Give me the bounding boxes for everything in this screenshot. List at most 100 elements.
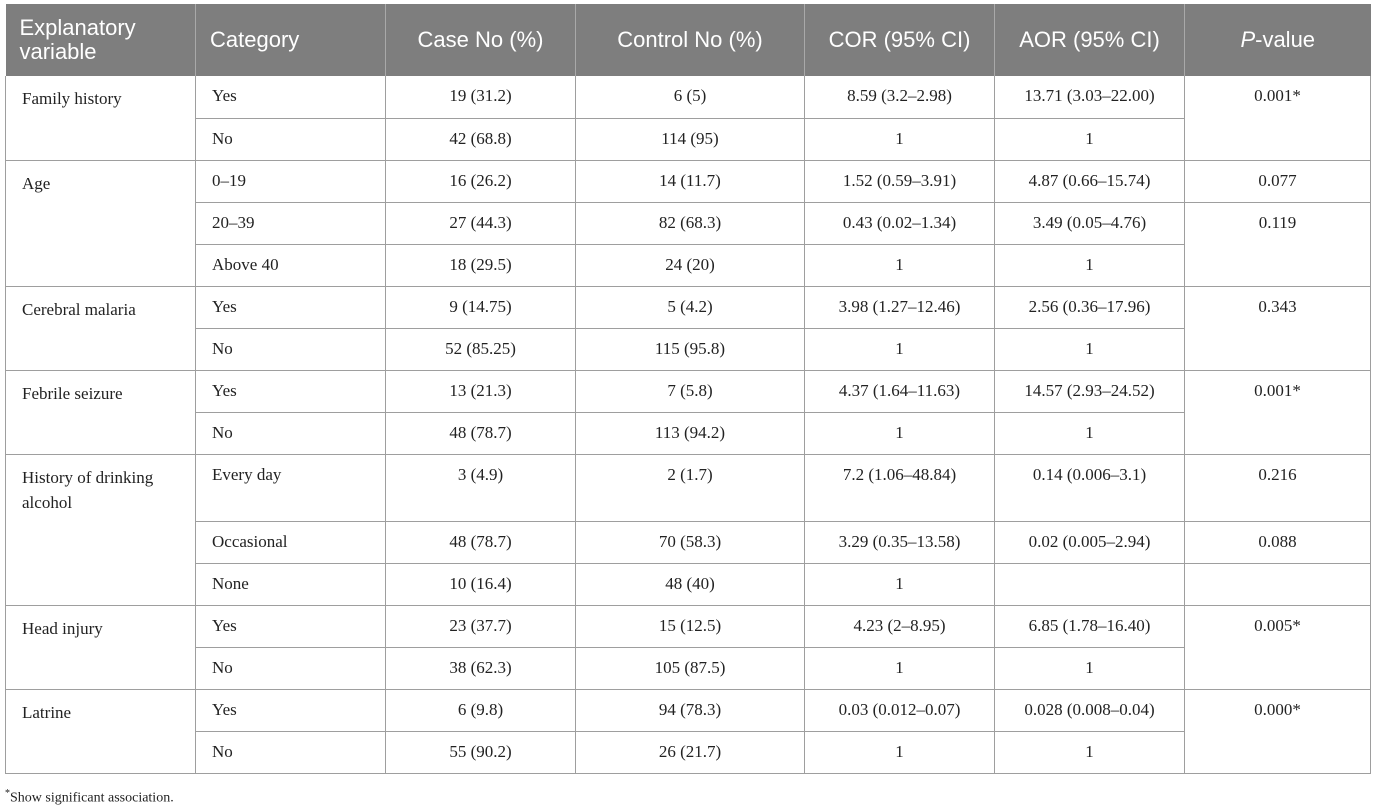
cell-aor: 1 — [994, 412, 1185, 455]
cell-case: 16 (26.2) — [385, 160, 576, 203]
cell-cor: 8.59 (3.2–2.98) — [804, 76, 995, 119]
cell-case: 55 (90.2) — [385, 731, 576, 774]
cell-aor: 13.71 (3.03–22.00) — [994, 76, 1185, 119]
cell-p-value — [1184, 118, 1371, 161]
cell-case: 9 (14.75) — [385, 286, 576, 329]
cell-category: Above 40 — [195, 244, 386, 287]
table-row: No 48 (78.7) 113 (94.2) 1 1 — [6, 412, 1371, 455]
cell-p-value — [1184, 731, 1371, 774]
cell-control: 26 (21.7) — [575, 731, 805, 774]
table-row: None 10 (16.4) 48 (40) 1 — [6, 563, 1371, 606]
cell-cor: 1.52 (0.59–3.91) — [804, 160, 995, 203]
cell-case: 48 (78.7) — [385, 521, 576, 564]
cell-control: 115 (95.8) — [575, 328, 805, 371]
cell-cor: 1 — [804, 563, 995, 606]
cell-control: 114 (95) — [575, 118, 805, 161]
header-explanatory-variable: Explanatory variable — [5, 4, 196, 76]
cell-control: 105 (87.5) — [575, 647, 805, 690]
cell-case: 10 (16.4) — [385, 563, 576, 606]
cell-p-value: 0.216 — [1184, 454, 1371, 522]
cell-cor: 0.43 (0.02–1.34) — [804, 202, 995, 245]
cell-category: No — [195, 328, 386, 371]
cell-category: No — [195, 731, 386, 774]
cell-case: 42 (68.8) — [385, 118, 576, 161]
cell-variable: Head injury — [5, 605, 196, 690]
header-cor: COR (95% CI) — [804, 4, 995, 76]
cell-case: 38 (62.3) — [385, 647, 576, 690]
table-row: Above 40 18 (29.5) 24 (20) 1 1 — [6, 244, 1371, 287]
cell-cor: 7.2 (1.06–48.84) — [804, 454, 995, 522]
cell-case: 13 (21.3) — [385, 370, 576, 413]
table-row: No 42 (68.8) 114 (95) 1 1 — [6, 118, 1371, 161]
header-p-rest: -value — [1255, 27, 1316, 52]
cell-case: 19 (31.2) — [385, 76, 576, 119]
cell-case: 6 (9.8) — [385, 689, 576, 732]
table-row: Occasional 48 (78.7) 70 (58.3) 3.29 (0.35–1… — [6, 521, 1371, 564]
cell-category: No — [195, 412, 386, 455]
cell-category: Yes — [195, 76, 386, 119]
cell-variable: History of drinking alcohol — [5, 454, 196, 606]
cell-aor: 1 — [994, 244, 1185, 287]
header-aor: AOR (95% CI) — [994, 4, 1185, 76]
cell-case: 27 (44.3) — [385, 202, 576, 245]
table-row: History of drinking alcohol Every day 3 (4… — [5, 454, 1371, 606]
cell-category: 20–39 — [195, 202, 386, 245]
cell-cor: 0.03 (0.012–0.07) — [804, 689, 995, 732]
cell-aor: 0.02 (0.005–2.94) — [994, 521, 1185, 564]
table-row: No 52 (85.25) 115 (95.8) 1 1 — [6, 328, 1371, 371]
cell-variable: Family history — [5, 76, 196, 161]
header-control: Control No (%) — [575, 4, 805, 76]
cell-case: 3 (4.9) — [385, 454, 576, 522]
cell-control: 94 (78.3) — [575, 689, 805, 732]
table-row: Age 0–19 16 (26.2) 14 (11.7) 1.52 (0.59–3.91… — [5, 160, 1371, 287]
cell-category: Yes — [195, 370, 386, 413]
cell-category: No — [195, 118, 386, 161]
table-row: No 38 (62.3) 105 (87.5) 1 1 — [6, 647, 1371, 690]
table-row: Cerebral malaria Yes 9 (14.75) 5 (4.2) 3.98 … — [5, 286, 1371, 371]
cell-category: Occasional — [195, 521, 386, 564]
cell-variable: Latrine — [5, 689, 196, 774]
header-p-italic: P — [1240, 27, 1256, 52]
cell-case: 52 (85.25) — [385, 328, 576, 371]
cell-case: 48 (78.7) — [385, 412, 576, 455]
cell-aor: 4.87 (0.66–15.74) — [994, 160, 1185, 203]
table-row: Febrile seizure Yes 13 (21.3) 7 (5.8) 4.37 (… — [5, 370, 1371, 455]
footnote-text: Show significant association. — [10, 790, 174, 806]
table-row: Family history Yes 19 (31.2) 6 (5) 8.59 (3.2… — [5, 76, 1371, 161]
cell-aor: 0.028 (0.008–0.04) — [994, 689, 1185, 732]
cell-cor: 1 — [804, 244, 995, 287]
cell-aor: 2.56 (0.36–17.96) — [994, 286, 1185, 329]
cell-cor: 3.29 (0.35–13.58) — [804, 521, 995, 564]
cell-category: No — [195, 647, 386, 690]
cell-p-value: 0.001* — [1184, 370, 1371, 412]
results-table: Explanatory variable Category Case No (%… — [5, 4, 1371, 774]
cell-aor: 6.85 (1.78–16.40) — [994, 605, 1185, 648]
cell-p-value: 0.005* — [1184, 605, 1371, 647]
table-row: Head injury Yes 23 (37.7) 15 (12.5) 4.23 (2–… — [5, 605, 1371, 690]
cell-control: 70 (58.3) — [575, 521, 805, 564]
cell-p-value — [1184, 328, 1371, 371]
table-row: 20–39 27 (44.3) 82 (68.3) 0.43 (0.02–1.34) 3… — [6, 202, 1371, 245]
cell-variable: Febrile seizure — [5, 370, 196, 455]
header-category: Category — [195, 4, 386, 76]
cell-p-value: 0.088 — [1184, 521, 1371, 564]
table-body: Family history Yes 19 (31.2) 6 (5) 8.59 (3.2… — [5, 76, 1371, 774]
cell-cor: 1 — [804, 647, 995, 690]
cell-cor: 1 — [804, 412, 995, 455]
cell-p-value: 0.001* — [1184, 76, 1371, 118]
footnote-mark: * — [5, 788, 10, 799]
cell-control: 14 (11.7) — [575, 160, 805, 203]
cell-case: 18 (29.5) — [385, 244, 576, 287]
table-row: No 55 (90.2) 26 (21.7) 1 1 — [6, 731, 1371, 774]
table-row: Latrine Yes 6 (9.8) 94 (78.3) 0.03 (0.012–0.… — [5, 689, 1371, 774]
cell-cor: 1 — [804, 731, 995, 774]
cell-aor: 1 — [994, 118, 1185, 161]
cell-category: Yes — [195, 689, 386, 732]
cell-cor: 3.98 (1.27–12.46) — [804, 286, 995, 329]
cell-control: 113 (94.2) — [575, 412, 805, 455]
cell-p-value — [1184, 244, 1371, 287]
cell-cor: 1 — [804, 328, 995, 371]
cell-control: 82 (68.3) — [575, 202, 805, 245]
cell-aor: 0.14 (0.006–3.1) — [994, 454, 1185, 522]
cell-category: None — [195, 563, 386, 606]
